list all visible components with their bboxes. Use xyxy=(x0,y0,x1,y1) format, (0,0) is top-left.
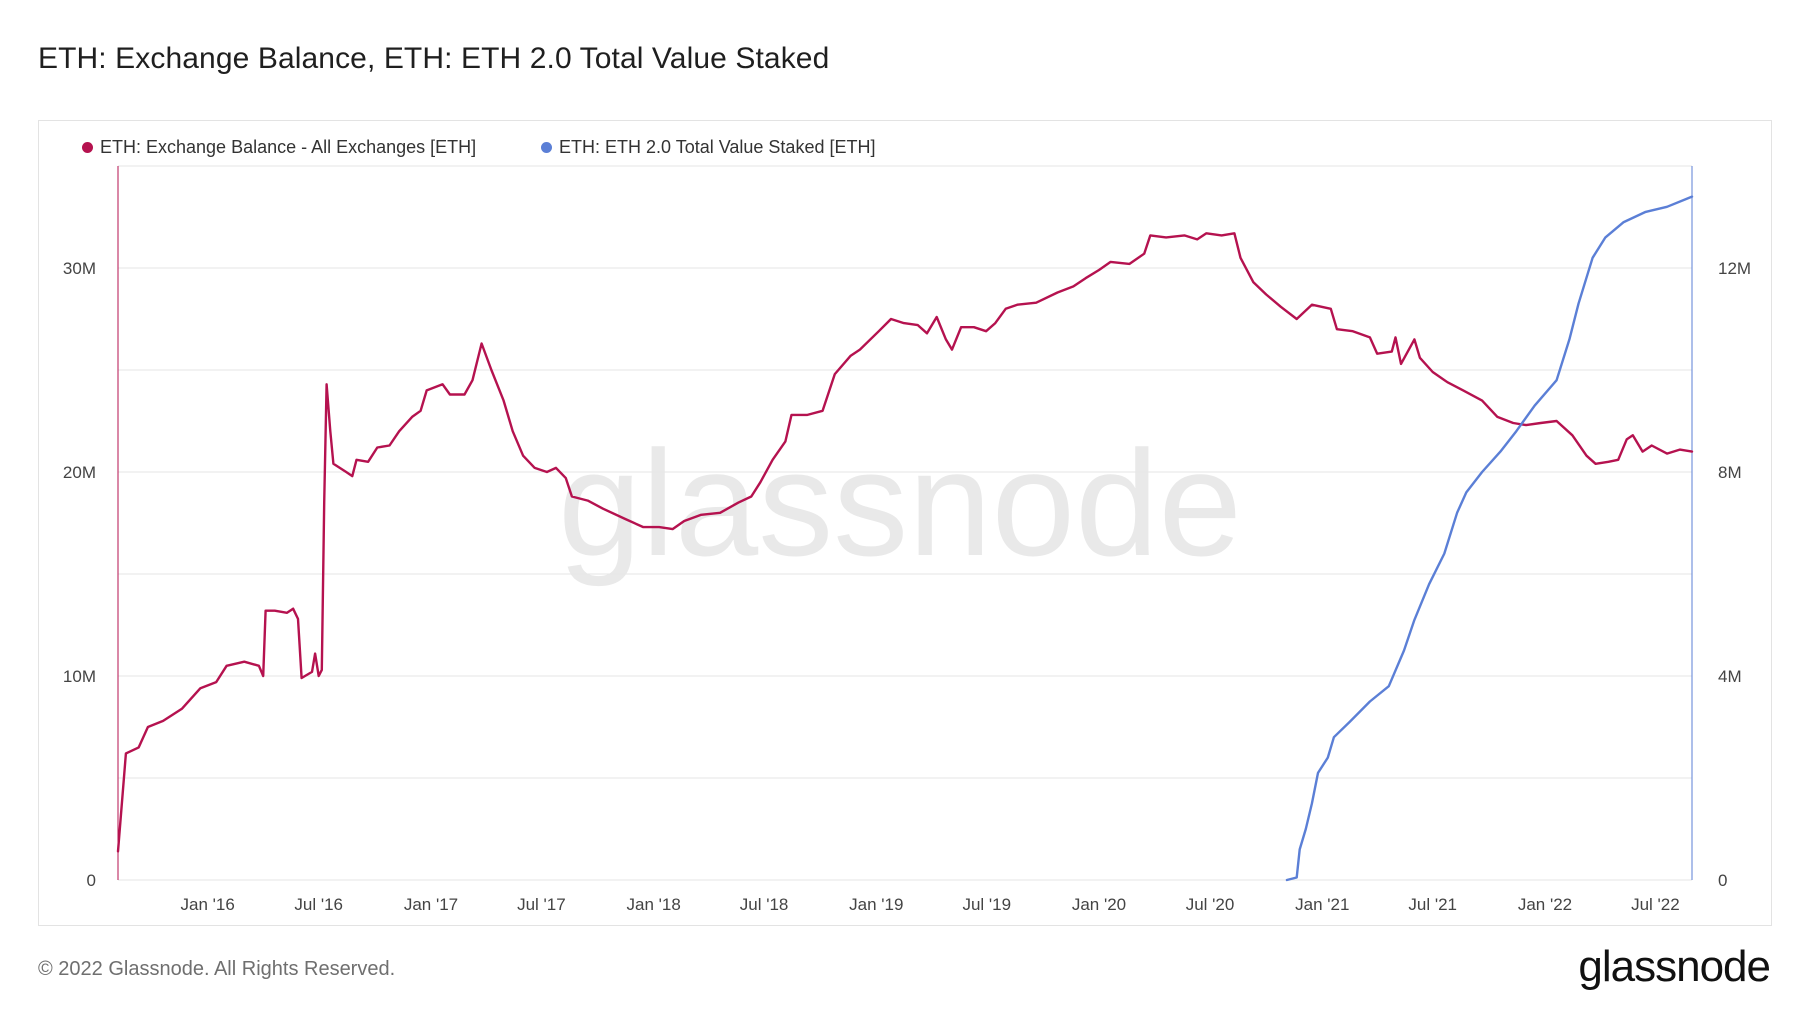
legend-dot-icon xyxy=(82,142,93,153)
x-tick-label: Jan '19 xyxy=(849,895,903,914)
y-right-tick-label: 0 xyxy=(1718,871,1727,890)
y-right-tick-label: 4M xyxy=(1718,667,1742,686)
x-tick-label: Jan '18 xyxy=(626,895,680,914)
series-line-exchange-balance xyxy=(116,232,1694,853)
x-tick-label: Jul '16 xyxy=(294,895,343,914)
x-tick-label: Jul '22 xyxy=(1631,895,1680,914)
y-left-tick-label: 10M xyxy=(63,667,96,686)
y-left-tick-label: 30M xyxy=(63,259,96,278)
x-tick-label: Jan '21 xyxy=(1295,895,1349,914)
chart-title: ETH: Exchange Balance, ETH: ETH 2.0 Tota… xyxy=(38,42,830,75)
legend-item-exchange-balance[interactable]: ETH: Exchange Balance - All Exchanges [E… xyxy=(82,137,476,158)
grid-lines xyxy=(118,165,1692,881)
x-tick-label: Jul '19 xyxy=(962,895,1011,914)
x-tick-label: Jul '18 xyxy=(740,895,789,914)
glassnode-logo: glassnode xyxy=(1578,942,1771,991)
copyright-footer: © 2022 Glassnode. All Rights Reserved. xyxy=(38,958,396,980)
y-right-tick-label: 8M xyxy=(1718,463,1742,482)
x-tick-label: Jan '16 xyxy=(181,895,235,914)
watermark: glassnode xyxy=(558,419,1242,587)
x-tick-label: Jan '17 xyxy=(404,895,458,914)
x-tick-label: Jul '20 xyxy=(1186,895,1235,914)
x-tick-label: Jul '17 xyxy=(517,895,566,914)
legend-item-eth2-staked[interactable]: ETH: ETH 2.0 Total Value Staked [ETH] xyxy=(541,137,875,158)
y-right-tick-label: 12M xyxy=(1718,259,1751,278)
series-line-eth2-staked xyxy=(1285,195,1694,882)
x-tick-label: Jan '20 xyxy=(1072,895,1126,914)
legend-label: ETH: ETH 2.0 Total Value Staked [ETH] xyxy=(559,137,876,157)
x-tick-label: Jan '22 xyxy=(1518,895,1572,914)
y-left-tick-label: 0 xyxy=(87,871,96,890)
y-left-tick-label: 20M xyxy=(63,463,96,482)
chart-panel xyxy=(38,120,1772,926)
series-lines xyxy=(116,195,1694,882)
x-tick-label: Jul '21 xyxy=(1408,895,1457,914)
legend-label: ETH: Exchange Balance - All Exchanges [E… xyxy=(100,137,477,157)
axes: 0 10M 20M 30M 0 4M 8M 12M Jan '16 Jul '16 Jan '17 J… xyxy=(63,166,1751,914)
legend-dot-icon xyxy=(541,142,552,153)
